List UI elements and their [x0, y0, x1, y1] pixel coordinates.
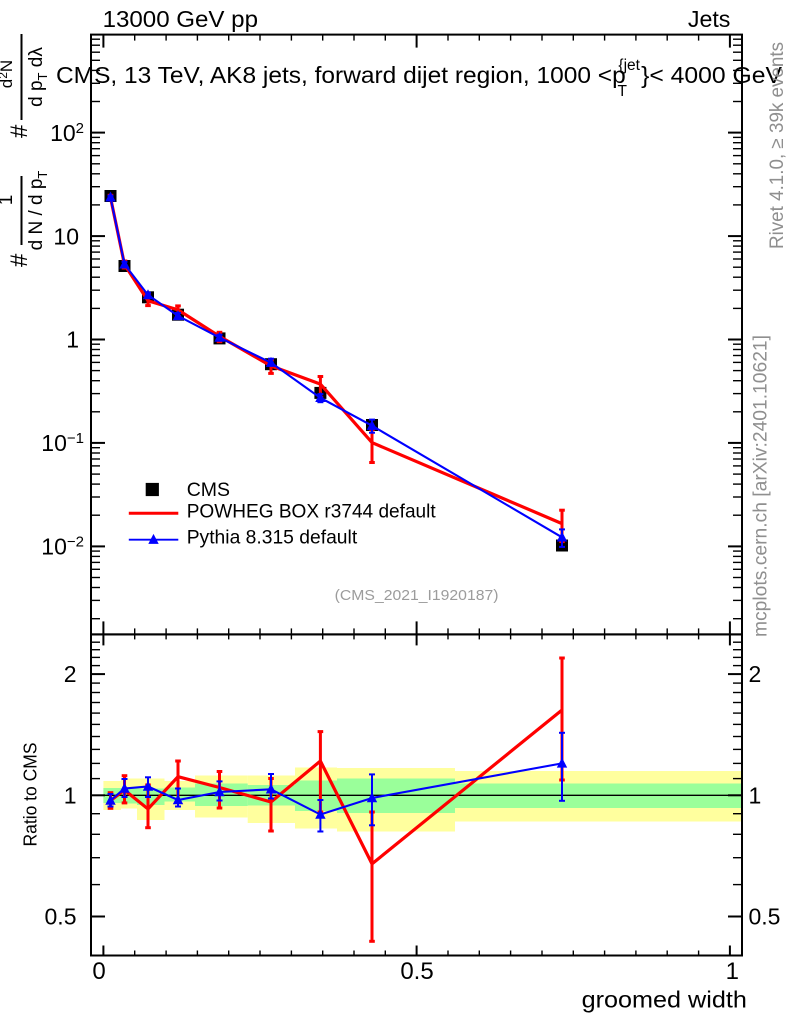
svg-text:13000 GeV pp: 13000 GeV pp	[103, 6, 258, 32]
svg-text:0.5: 0.5	[749, 904, 781, 930]
svg-text:(CMS_2021_I1920187): (CMS_2021_I1920187)	[335, 587, 499, 604]
svg-text:1: 1	[749, 782, 762, 808]
svg-text:0.5: 0.5	[45, 904, 77, 930]
svg-text:d N / d pT: d N / d pT	[26, 171, 50, 251]
svg-text:0: 0	[92, 958, 105, 985]
svg-text:{jet: {jet	[618, 57, 640, 74]
svg-text:POWHEG BOX r3744 default: POWHEG BOX r3744 default	[187, 501, 437, 523]
svg-text:Ratio to CMS: Ratio to CMS	[21, 743, 41, 847]
svg-text:d2N: d2N	[0, 60, 16, 88]
svg-text:mcplots.cern.ch [arXiv:2401.10: mcplots.cern.ch [arXiv:2401.10621]	[751, 335, 772, 637]
svg-text:1: 1	[726, 958, 739, 985]
svg-text:d pT dλ: d pT dλ	[26, 47, 50, 107]
svg-text:}< 4000 GeV: }< 4000 GeV	[641, 62, 782, 88]
svg-text:CMS, 13 TeV, AK8 jets, forward: CMS, 13 TeV, AK8 jets, forward dijet reg…	[56, 62, 626, 88]
svg-text:#: #	[6, 124, 33, 138]
svg-text:10−1: 10−1	[41, 430, 84, 456]
svg-text:2: 2	[749, 661, 762, 687]
svg-text:#: #	[6, 253, 33, 267]
svg-text:10: 10	[53, 224, 79, 250]
svg-text:0.5: 0.5	[400, 958, 433, 985]
svg-text:Rivet 4.1.0, ≥ 39k events: Rivet 4.1.0, ≥ 39k events	[767, 42, 786, 249]
svg-text:Pythia 8.315 default: Pythia 8.315 default	[187, 527, 358, 549]
svg-text:Jets: Jets	[688, 6, 731, 32]
svg-text:1: 1	[64, 782, 77, 808]
svg-text:1: 1	[0, 195, 17, 206]
svg-text:CMS: CMS	[187, 479, 230, 501]
svg-text:1: 1	[66, 327, 79, 353]
svg-text:groomed width: groomed width	[582, 986, 747, 1012]
svg-text:2: 2	[64, 661, 77, 687]
svg-text:T: T	[618, 83, 628, 100]
